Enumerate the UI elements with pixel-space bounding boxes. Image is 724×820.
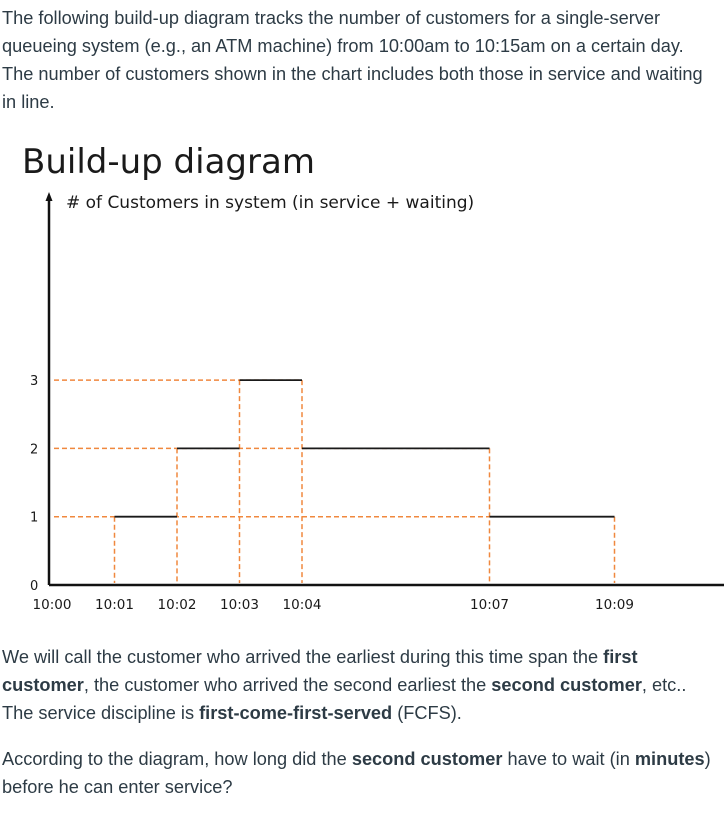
definition-bold-fcfs: first-come-first-served bbox=[199, 703, 393, 723]
x-tick-label-1: 10:01 bbox=[95, 597, 134, 613]
definition-bold-first-customer: first customer bbox=[2, 647, 638, 695]
x-tick-label-4: 10:04 bbox=[283, 597, 322, 613]
question-paragraph: According to the diagram, how long did t… bbox=[2, 745, 718, 801]
step-series bbox=[114, 379, 615, 518]
chart-title: Build-up diagram bbox=[22, 142, 315, 182]
x-tick-label-6: 10:09 bbox=[595, 597, 634, 613]
y-tick-labels: 0 1 2 3 bbox=[30, 374, 38, 594]
build-up-chart: Build-up diagram # of Customers in syste… bbox=[0, 135, 724, 615]
definition-paragraph: We will call the customer who arrived th… bbox=[2, 643, 718, 727]
definition-text-1: We will call the customer who arrived th… bbox=[2, 647, 604, 667]
definition-bold-second-customer: second customer bbox=[491, 675, 642, 695]
question-bold-minutes: minutes bbox=[634, 749, 705, 769]
definition-text-4: (FCFS). bbox=[392, 703, 462, 723]
question-text-2: have to wait (in bbox=[502, 749, 635, 769]
x-tick-label-2: 10:02 bbox=[158, 597, 197, 613]
y-tick-label-2: 2 bbox=[30, 442, 38, 457]
x-tick-label-5: 10:07 bbox=[470, 597, 509, 613]
intro-paragraph: The following build-up diagram tracks th… bbox=[2, 8, 703, 112]
x-tick-label-0: 10:00 bbox=[33, 597, 72, 613]
definition-text-2: , the customer who arrived the second ea… bbox=[83, 675, 492, 695]
x-tick-label-3: 10:03 bbox=[220, 597, 259, 613]
chart-svg: Build-up diagram # of Customers in syste… bbox=[22, 142, 724, 613]
x-tick-labels: 10:00 10:01 10:02 10:03 10:04 10:07 10:09 bbox=[33, 597, 634, 613]
question-text-3: ) before he can enter service? bbox=[2, 749, 711, 797]
axes bbox=[45, 192, 724, 587]
y-tick-label-0: 0 bbox=[30, 579, 38, 594]
y-axis-label: # of Customers in system (in service + w… bbox=[66, 193, 474, 213]
question-text-1: According to the diagram, how long did t… bbox=[2, 749, 352, 769]
guide-lines bbox=[54, 379, 616, 583]
y-tick-label-1: 1 bbox=[30, 511, 38, 526]
definition-text-3: , etc.. The service discipline is bbox=[2, 675, 687, 723]
y-axis-arrow-icon bbox=[45, 192, 53, 201]
y-tick-label-3: 3 bbox=[30, 374, 38, 389]
question-bold-second-customer: second customer bbox=[351, 749, 503, 769]
